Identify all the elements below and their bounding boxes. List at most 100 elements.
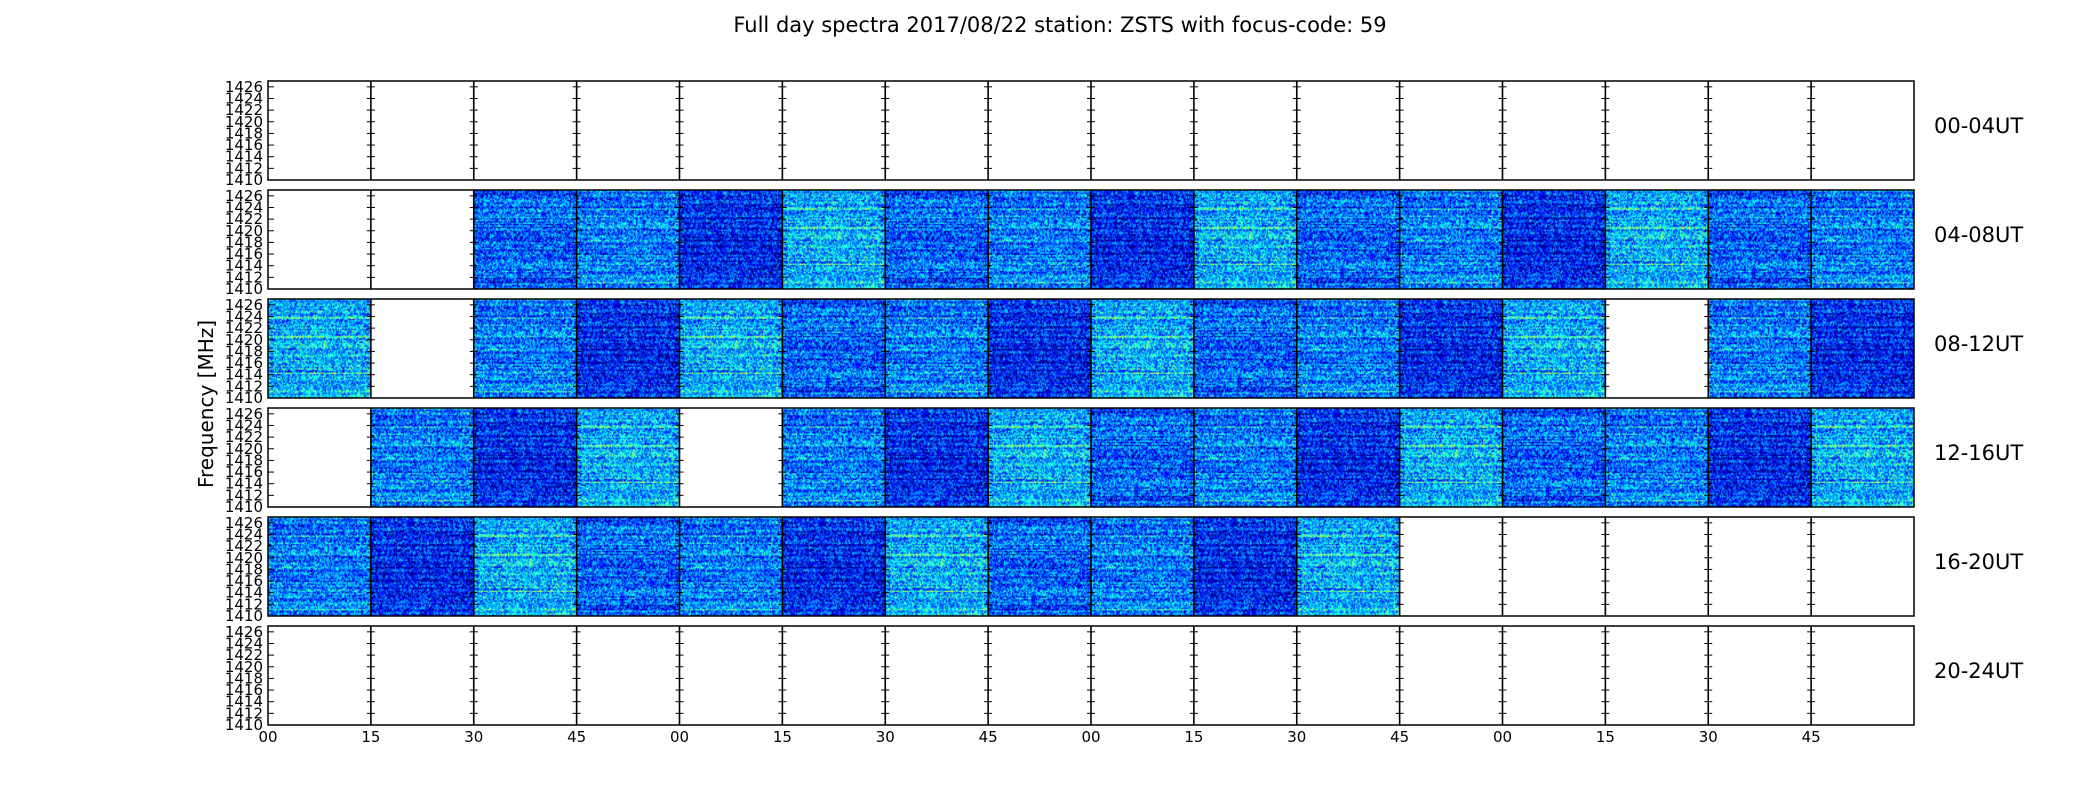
spectrum-panel (370, 517, 474, 616)
y-tick-label: 1412 (225, 377, 263, 395)
empty-panel (1708, 517, 1812, 616)
spectrum-panel (1296, 299, 1400, 398)
empty-panel (1399, 81, 1503, 180)
empty-panel (988, 626, 1091, 725)
x-tick-label: 30 (876, 728, 895, 746)
y-tick-label: 1418 (225, 233, 263, 251)
row-label: 20-24UT (1934, 659, 2023, 683)
spectrum-panel (1296, 190, 1400, 289)
empty-panel (1091, 626, 1194, 725)
spectrum-panel (576, 517, 680, 616)
empty-panel (1502, 517, 1606, 616)
y-tick-label: 1424 (225, 525, 263, 543)
y-tick-label: 1422 (225, 319, 263, 337)
spectrum-panel (268, 299, 371, 398)
y-tick-label: 1426 (225, 296, 263, 314)
spectrum-panel (1399, 299, 1503, 398)
y-tick-label: 1412 (225, 486, 263, 504)
labels-layer: 00-04UT 04-08UT 08-12UT 12-16UT 16-20UT 20-24… (258, 114, 2023, 746)
spectrum-panel (473, 517, 577, 616)
empty-panel (1708, 81, 1812, 180)
y-tick-label: 1410 (225, 498, 263, 516)
spectrum-panel (1605, 190, 1709, 289)
empty-panel (370, 299, 474, 398)
x-tick-label: 15 (1596, 728, 1615, 746)
row-frame (267, 516, 1915, 617)
empty-panel (1708, 626, 1812, 725)
x-tick-label: 30 (464, 728, 483, 746)
empty-panel (885, 626, 989, 725)
empty-panel (1091, 81, 1194, 180)
row-frame (267, 625, 1915, 726)
panels-layer: 1426142414221420141814161414141214101426… (225, 78, 1915, 734)
empty-panel (268, 190, 371, 289)
y-tick-label: 1410 (225, 607, 263, 625)
x-tick-label: 45 (567, 728, 586, 746)
spectrum-panel (988, 190, 1091, 289)
y-tick-label: 1426 (225, 514, 263, 532)
spectrum-panel (1091, 299, 1194, 398)
spectrum-panel (679, 299, 783, 398)
y-tick-label: 1424 (225, 307, 263, 325)
empty-panel (268, 81, 371, 180)
empty-panel (1193, 626, 1297, 725)
empty-panel (1502, 81, 1606, 180)
y-tick-label: 1414 (225, 584, 263, 602)
empty-panel (885, 81, 989, 180)
y-tick-label: 1420 (225, 113, 263, 131)
x-tick-label: 15 (773, 728, 792, 746)
empty-panel (679, 81, 783, 180)
spectrum-panel (885, 190, 989, 289)
y-tick-label: 1414 (225, 475, 263, 493)
y-tick-label: 1422 (225, 646, 263, 664)
y-tick-label: 1416 (225, 136, 263, 154)
spectrum-panel (988, 299, 1091, 398)
y-tick-label: 1412 (225, 159, 263, 177)
empty-panel (473, 81, 577, 180)
y-tick-label: 1410 (225, 280, 263, 298)
y-tick-label: 1424 (225, 198, 263, 216)
empty-panel (370, 190, 474, 289)
y-tick-label: 1420 (225, 549, 263, 567)
x-tick-label: 45 (1390, 728, 1409, 746)
row-label: 08-12UT (1934, 332, 2023, 356)
y-tick-label: 1424 (225, 89, 263, 107)
empty-panel (1502, 626, 1606, 725)
spectrum-panel (576, 190, 680, 289)
spectrum-panel (370, 408, 474, 507)
x-tick-label: 30 (1699, 728, 1718, 746)
spectrum-panel (679, 190, 783, 289)
empty-panel (1399, 517, 1503, 616)
spectrum-panel (1193, 517, 1297, 616)
y-tick-label: 1420 (225, 658, 263, 676)
spectrum-panel (1708, 190, 1812, 289)
empty-panel (679, 626, 783, 725)
empty-panel (1296, 626, 1400, 725)
empty-panel (782, 81, 886, 180)
row-frame (267, 298, 1915, 399)
empty-panel (370, 626, 474, 725)
spectrum-panel (1091, 408, 1194, 507)
spectrum-panel (1193, 299, 1297, 398)
empty-panel (1811, 81, 1914, 180)
empty-panel (782, 626, 886, 725)
x-tick-label: 00 (1493, 728, 1512, 746)
row-label: 04-08UT (1934, 223, 2023, 247)
x-tick-label: 45 (979, 728, 998, 746)
y-tick-label: 1412 (225, 595, 263, 613)
spectrum-panel (473, 299, 577, 398)
spectrum-panel (576, 408, 680, 507)
y-tick-label: 1414 (225, 148, 263, 166)
x-tick-label: 00 (258, 728, 277, 746)
y-tick-label: 1414 (225, 257, 263, 275)
empty-panel (988, 81, 1091, 180)
spectrum-panel (576, 299, 680, 398)
empty-panel (576, 626, 680, 725)
spectrum-panel (1811, 190, 1914, 289)
y-tick-label: 1426 (225, 623, 263, 641)
y-tick-label: 1416 (225, 245, 263, 263)
y-tick-label: 1410 (225, 389, 263, 407)
